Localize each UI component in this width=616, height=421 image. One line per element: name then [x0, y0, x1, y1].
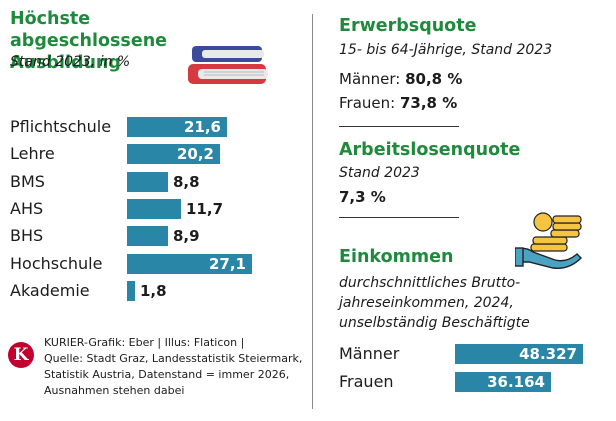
- bar: [127, 253, 252, 274]
- bar: [127, 171, 168, 192]
- education-subtitle: Stand 2023, in %: [10, 54, 131, 70]
- separator-line: [339, 126, 459, 127]
- bar: [455, 344, 583, 364]
- data-label: 8,8: [173, 172, 200, 191]
- money-hand-icon: [515, 212, 582, 269]
- category-label: Pflichtschule: [10, 117, 112, 136]
- bar: [127, 226, 168, 247]
- panel-divider: [312, 14, 313, 409]
- bar: [455, 372, 551, 392]
- data-label: 27,1: [208, 254, 246, 273]
- kurier-logo: K: [8, 342, 34, 368]
- erwerbsquote-subtitle: 15- bis 64-Jährige, Stand 2023: [339, 42, 553, 58]
- data-label: 1,8: [140, 281, 167, 300]
- einkommen-subtitle: durchschnittliches Brutto- jahreseinkomm…: [339, 275, 530, 331]
- education-title: Höchste abgeschlossene Ausbildung: [10, 9, 168, 73]
- data-label: 48.327: [519, 345, 577, 363]
- category-label: BHS: [10, 226, 44, 246]
- category-label: BMS: [10, 171, 45, 191]
- separator-line: [339, 217, 459, 218]
- bar: [127, 144, 220, 165]
- bar: [127, 117, 227, 137]
- bar: [127, 280, 135, 301]
- erwerbsquote-men: Männer: 80,8 %: [339, 70, 463, 88]
- arbeitslosenquote-title: Arbeitslosenquote: [339, 140, 521, 160]
- category-label: Hochschule: [10, 253, 103, 273]
- category-label: AHS: [10, 198, 44, 218]
- category-label: Akademie: [10, 280, 90, 300]
- bar: [127, 198, 181, 219]
- einkommen-title: Einkommen: [339, 247, 454, 267]
- source-note: KURIER-Grafik: Eber | Illus: Flaticon | …: [44, 336, 303, 397]
- data-label: 20,2: [176, 145, 214, 164]
- category-label: Frauen: [339, 372, 394, 391]
- arbeitslosenquote-subtitle: Stand 2023: [339, 165, 420, 181]
- arbeitslosenquote-value: 7,3 %: [339, 188, 386, 206]
- data-label: 11,7: [186, 199, 224, 218]
- erwerbsquote-women: Frauen: 73,8 %: [339, 94, 458, 112]
- erwerbsquote-title: Erwerbsquote: [339, 16, 477, 36]
- data-label: 36.164: [487, 373, 545, 391]
- books-icon: [188, 46, 268, 84]
- category-label: Männer: [339, 344, 400, 363]
- data-label: 21,6: [183, 118, 221, 136]
- data-label: 8,9: [173, 227, 200, 246]
- category-label: Lehre: [10, 144, 55, 164]
